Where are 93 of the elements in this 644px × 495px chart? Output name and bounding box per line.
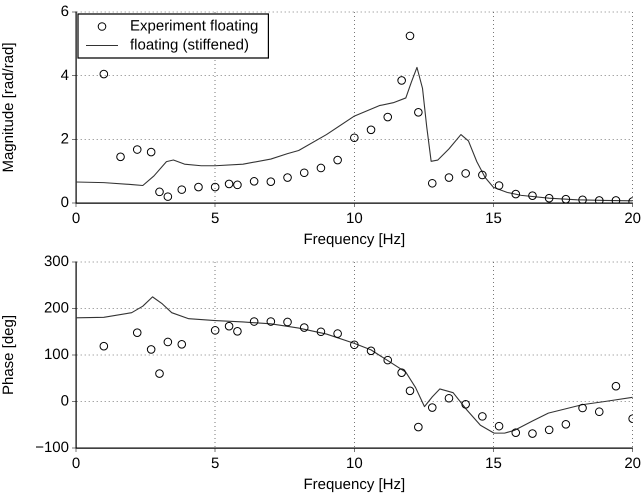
y-tick-label: 200 [44, 300, 69, 317]
x-tick-label: 5 [210, 455, 220, 472]
y-tick-label: 300 [44, 253, 69, 270]
point [164, 338, 172, 346]
point [428, 178, 437, 188]
x-tick-label: 15 [485, 210, 502, 228]
point [414, 108, 423, 117]
point [461, 400, 470, 409]
point [155, 188, 164, 196]
point [383, 112, 392, 122]
point [594, 407, 604, 416]
point [316, 327, 326, 336]
point [414, 422, 423, 432]
point [511, 428, 520, 437]
point [494, 422, 504, 430]
point [100, 70, 108, 78]
legend-label: Experiment floating [130, 18, 258, 35]
point [397, 368, 406, 377]
point [366, 125, 376, 134]
point [250, 177, 258, 186]
y-tick-label: 6 [60, 3, 69, 20]
x-tick-label: 10 [346, 455, 363, 472]
point [406, 32, 414, 40]
point [210, 326, 220, 335]
point [283, 173, 292, 182]
point [350, 133, 359, 142]
point [300, 168, 309, 178]
point [233, 180, 242, 190]
point [544, 194, 554, 203]
y-tick-label: 100 [44, 346, 69, 364]
point [333, 156, 342, 164]
x-tick-label: 20 [624, 455, 641, 472]
y-axis-title: Phase [deg] [0, 314, 18, 396]
point [300, 323, 309, 332]
point [562, 194, 570, 203]
point [155, 369, 164, 378]
point [528, 191, 537, 200]
point [132, 328, 142, 337]
point [100, 342, 108, 350]
point [461, 169, 470, 178]
x-tick-label: 5 [210, 210, 220, 228]
y-tick-label: −100 [35, 439, 69, 456]
point [210, 182, 220, 192]
point [612, 196, 620, 203]
point [444, 173, 454, 182]
point [146, 345, 156, 354]
point [283, 318, 292, 326]
point [562, 420, 570, 429]
point [224, 180, 234, 188]
x-tick-label: 0 [72, 455, 80, 472]
point [578, 196, 587, 203]
point [478, 170, 487, 180]
point [397, 76, 406, 85]
point [511, 190, 520, 198]
point [177, 340, 186, 349]
point [578, 404, 587, 412]
point [444, 394, 454, 403]
x-axis-title: Frequency [Hz] [303, 231, 406, 248]
point [528, 429, 537, 438]
point [494, 181, 504, 190]
point [164, 192, 172, 201]
point [383, 356, 392, 364]
point [406, 386, 414, 396]
x-tick-label: 10 [346, 210, 363, 228]
point [350, 340, 359, 350]
y-tick-label: 2 [60, 130, 69, 148]
x-tick-label: 15 [485, 455, 502, 472]
point [250, 317, 258, 326]
point [544, 426, 554, 434]
point [428, 403, 437, 412]
point [333, 329, 342, 338]
point [612, 382, 620, 390]
point [194, 182, 203, 192]
point [233, 326, 242, 336]
x-axis-title: Frequency [Hz] [303, 476, 406, 494]
y-tick-label: 0 [60, 194, 69, 212]
x-tick-label: 20 [624, 210, 641, 228]
point [224, 322, 234, 330]
point [366, 346, 376, 356]
point [116, 152, 125, 162]
point [177, 185, 186, 194]
point [132, 145, 142, 154]
point [594, 196, 604, 203]
point [146, 148, 156, 156]
point [316, 164, 326, 172]
point [478, 412, 487, 421]
point [266, 317, 276, 326]
y-axis-title: Magnitude [rad/rad] [0, 42, 18, 173]
x-tick-label: 0 [72, 210, 80, 228]
point [266, 177, 276, 186]
y-tick-label: 0 [60, 392, 69, 410]
legend-label: floating (stiffened) [130, 36, 249, 54]
y-tick-label: 4 [60, 66, 69, 84]
